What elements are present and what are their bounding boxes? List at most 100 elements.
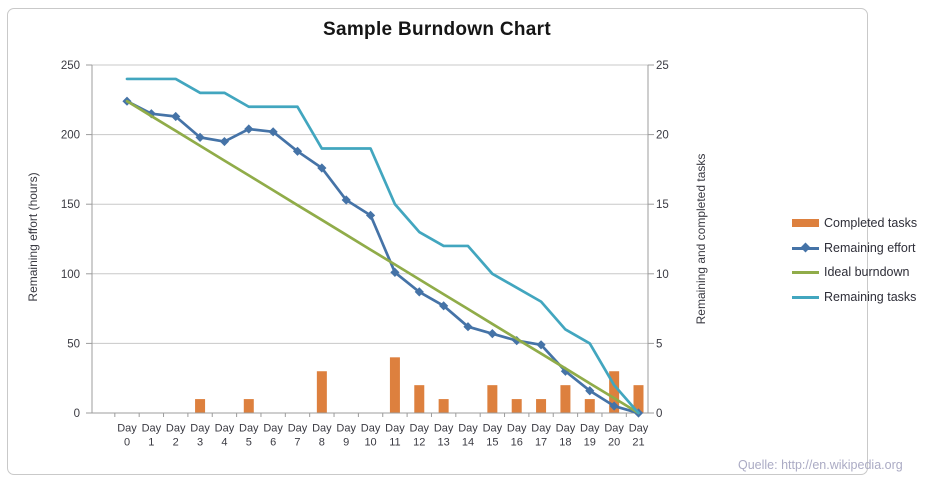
svg-text:Day: Day (215, 423, 235, 435)
svg-text:11: 11 (389, 437, 400, 449)
svg-text:Day: Day (288, 423, 308, 435)
svg-text:Day: Day (166, 423, 186, 435)
svg-text:6: 6 (270, 437, 276, 449)
svg-text:5: 5 (246, 437, 252, 449)
svg-text:7: 7 (294, 437, 300, 449)
svg-text:Day: Day (263, 423, 283, 435)
svg-text:Day: Day (361, 423, 381, 435)
svg-text:19: 19 (584, 437, 596, 449)
marker-day-2 (171, 111, 181, 122)
svg-text:13: 13 (438, 437, 450, 449)
marker-day-12 (414, 287, 424, 297)
svg-text:20: 20 (656, 130, 669, 142)
svg-text:Day: Day (410, 423, 430, 435)
line-swatch-icon (792, 242, 819, 254)
bar-day-15 (487, 385, 498, 413)
svg-text:5: 5 (656, 338, 662, 350)
svg-text:Day: Day (117, 423, 137, 435)
svg-text:Day: Day (385, 423, 405, 435)
bar-day-20 (609, 371, 620, 413)
svg-text:Day: Day (507, 423, 527, 435)
svg-text:8: 8 (319, 437, 325, 449)
svg-text:2: 2 (173, 437, 179, 449)
bar-day-13 (438, 399, 449, 413)
svg-text:200: 200 (61, 130, 80, 142)
bar-day-18 (560, 385, 571, 413)
svg-text:0: 0 (656, 408, 662, 420)
bar-day-17 (536, 399, 547, 413)
chart-title: Sample Burndown Chart (323, 19, 551, 40)
bars-completed-tasks (195, 357, 644, 413)
svg-text:Day: Day (239, 423, 259, 435)
svg-text:50: 50 (67, 338, 80, 350)
svg-text:4: 4 (221, 437, 227, 449)
axes (86, 64, 654, 417)
svg-text:150: 150 (61, 199, 80, 211)
svg-text:Day: Day (604, 423, 624, 435)
legend-item-completed-tasks: Completed tasks (792, 211, 917, 236)
marker-day-13 (439, 301, 449, 311)
svg-text:Day: Day (556, 423, 576, 435)
legend-item-remaining-tasks: Remaining tasks (792, 285, 917, 310)
svg-text:Day: Day (142, 423, 162, 435)
line-ideal-burndown (125, 99, 640, 415)
marker-day-11 (390, 267, 400, 278)
marker-day-14 (463, 322, 473, 332)
bar-swatch-icon (792, 217, 819, 229)
svg-text:Day: Day (629, 423, 649, 435)
marker-day-7 (292, 146, 303, 156)
gridlines (92, 64, 648, 344)
marker-day-17 (536, 340, 546, 350)
bar-day-16 (511, 399, 522, 413)
svg-text:Day: Day (483, 423, 503, 435)
marker-day-5 (244, 124, 254, 134)
svg-text:15: 15 (486, 437, 498, 449)
marker-day-19 (585, 386, 595, 396)
svg-text:10: 10 (656, 269, 669, 281)
svg-text:21: 21 (632, 437, 644, 449)
line-remaining-tasks (125, 77, 640, 415)
y-axis-labels-left: 0 50 100 150 200 250 (61, 60, 80, 420)
line-swatch-icon (792, 266, 819, 278)
svg-text:14: 14 (462, 437, 474, 449)
bar-day-8 (316, 371, 327, 413)
svg-text:Day: Day (434, 423, 454, 435)
svg-text:1: 1 (148, 437, 154, 449)
svg-text:20: 20 (608, 437, 620, 449)
svg-text:0: 0 (124, 437, 130, 449)
svg-text:3: 3 (197, 437, 203, 449)
marker-day-10 (365, 210, 376, 220)
svg-text:9: 9 (343, 437, 349, 449)
marker-day-4 (219, 136, 230, 147)
line-swatch-icon (792, 291, 819, 303)
svg-text:Day: Day (458, 423, 478, 435)
svg-text:16: 16 (511, 437, 523, 449)
svg-text:Day: Day (580, 423, 600, 435)
svg-text:0: 0 (74, 408, 80, 420)
legend-label: Remaining tasks (824, 290, 917, 305)
legend-item-ideal-burndown: Ideal burndown (792, 260, 917, 285)
bar-day-12 (414, 385, 425, 413)
marker-day-16 (512, 336, 522, 346)
marker-day-9 (341, 195, 351, 205)
y-axis-labels-right: 0 5 10 15 20 25 (656, 60, 669, 420)
marker-day-6 (268, 127, 278, 137)
svg-text:Day: Day (336, 423, 356, 435)
svg-text:100: 100 (61, 269, 80, 281)
bar-day-11 (389, 357, 400, 413)
legend-label: Ideal burndown (824, 265, 910, 280)
svg-text:10: 10 (364, 437, 376, 449)
svg-text:17: 17 (535, 437, 547, 449)
legend-item-remaining-effort: Remaining effort (792, 236, 917, 261)
svg-text:12: 12 (413, 437, 425, 449)
svg-text:Day: Day (531, 423, 551, 435)
svg-text:25: 25 (656, 60, 669, 72)
svg-text:15: 15 (656, 199, 669, 211)
watermark-text: Quelle: http://en.wikipedia.org (738, 458, 903, 472)
svg-text:Day: Day (312, 423, 332, 435)
x-axis-labels: Day 0 Day 1 Day 2 Day 3 Day 4 Day 5 Day 6 Day 7 Day 8 Day 9… (117, 423, 649, 449)
y-axis-left-title: Remaining effort (hours) (26, 172, 40, 302)
legend: Completed tasks Remaining effort Ideal bur… (792, 211, 917, 309)
bar-day-3 (195, 399, 206, 413)
